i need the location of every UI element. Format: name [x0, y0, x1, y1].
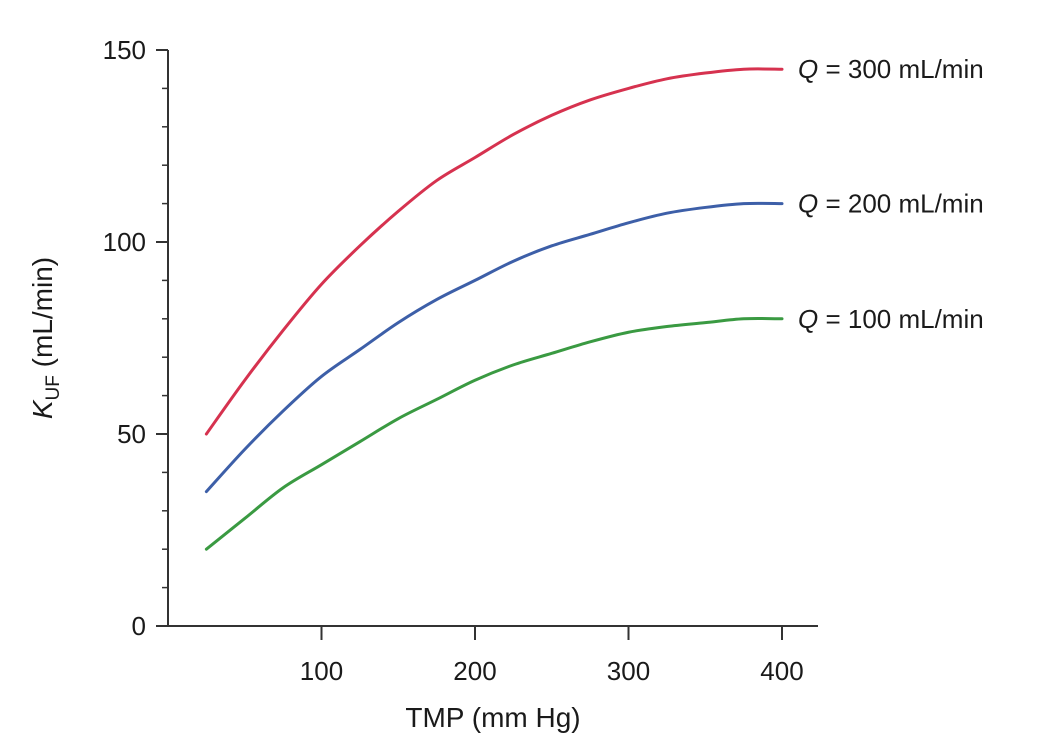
series-label: Q = 200 mL/min: [798, 189, 984, 219]
series-label: Q = 100 mL/min: [798, 304, 984, 334]
series-label-q: Q: [798, 304, 818, 334]
series-lines: [204, 67, 784, 551]
x-tick-label: 100: [300, 656, 343, 686]
series-label-value: = 200 mL/min: [818, 189, 983, 219]
y-tick-label: 100: [103, 227, 146, 257]
y-axis-title-rest: (mL/min): [27, 257, 58, 375]
y-axis-ticks: 0 50 100 150: [103, 35, 168, 641]
series-line: [204, 201, 784, 494]
y-tick-label: 0: [132, 611, 146, 641]
y-axis-title-sub: UF: [43, 375, 64, 400]
x-tick-label: 300: [607, 656, 650, 686]
y-axis-title-main: K: [27, 399, 58, 419]
x-axis-ticks: 100 200 300 400: [300, 626, 804, 686]
series-label-value: = 100 mL/min: [818, 304, 983, 334]
x-axis-title: TMP (mm Hg): [405, 702, 580, 733]
x-tick-label: 400: [760, 656, 803, 686]
y-tick-label: 150: [103, 35, 146, 65]
series-line: [204, 317, 784, 551]
series-label-q: Q: [798, 54, 818, 84]
series-label-q: Q: [798, 189, 818, 219]
series-line: [204, 67, 784, 436]
y-axis-title: KUF (mL/min): [27, 257, 64, 419]
series-label: Q = 300 mL/min: [798, 54, 984, 84]
y-tick-label: 50: [117, 419, 146, 449]
series-label-value: = 300 mL/min: [818, 54, 983, 84]
x-tick-label: 200: [453, 656, 496, 686]
